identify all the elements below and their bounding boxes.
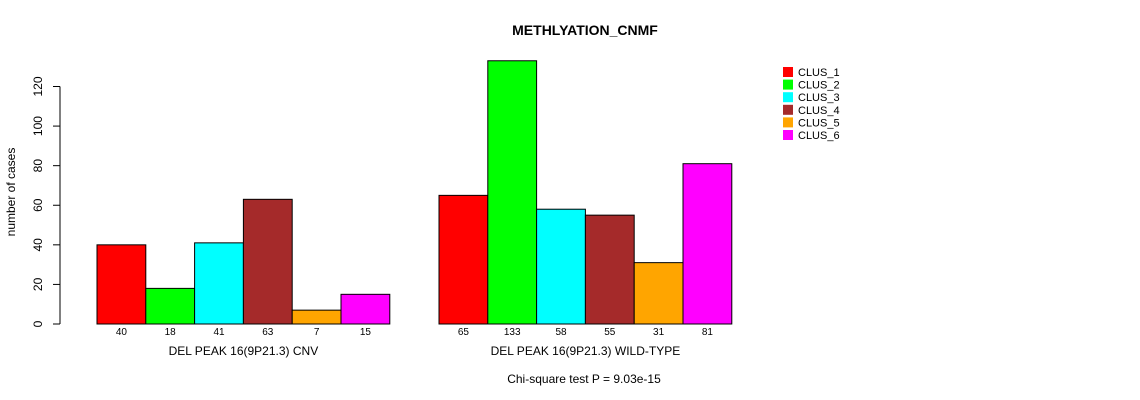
legend-label: CLUS_2: [798, 80, 840, 92]
chi-square-footnote: Chi-square test P = 9.03e-15: [507, 372, 661, 386]
legend-swatch: [783, 79, 793, 90]
group-label: DEL PEAK 16(9P21.3) WILD-TYPE: [491, 344, 681, 358]
legend-swatch: [783, 92, 793, 103]
legend-swatch: [783, 104, 793, 115]
legend-swatch: [783, 130, 793, 140]
y-tick-label: 60: [31, 198, 45, 212]
chart-title: METHLYATION_CNMF: [512, 22, 658, 38]
bar-count-label: 7: [314, 327, 320, 338]
bar-clus-3: [194, 242, 244, 325]
legend-swatch: [783, 117, 793, 128]
y-tick-label: 80: [31, 159, 45, 173]
bar-count-label: 55: [604, 327, 616, 338]
bar-clus-6: [682, 163, 733, 325]
bar-count-label: 41: [213, 327, 225, 338]
count-labels: 40 18 41 63 7 15 65 133 58 55 31 81: [116, 327, 714, 338]
y-tick-label: 0: [31, 320, 45, 327]
bar-clus-6: [340, 293, 391, 325]
bar-count-label: 81: [702, 327, 714, 338]
bar-clus-3: [536, 208, 586, 325]
bar-clus-4: [584, 214, 635, 325]
legend-label: CLUS_5: [798, 117, 840, 129]
bar-clus-2: [145, 287, 196, 325]
y-axis-label: number of cases: [4, 148, 18, 237]
bar-count-label: 58: [555, 327, 567, 338]
legend-label: CLUS_3: [798, 92, 840, 104]
bar-clus-2: [487, 60, 538, 325]
bar-clus-5: [633, 262, 684, 325]
bar-count-label: 40: [116, 327, 128, 338]
y-tick-label: 40: [31, 238, 45, 252]
bar-count-label: 15: [360, 327, 372, 338]
y-axis: 0 20 40 60 80 100 120: [31, 76, 61, 327]
group-labels: DEL PEAK 16(9P21.3) CNV DEL PEAK 16(9P21.…: [169, 344, 681, 358]
bar-count-label: 65: [458, 327, 470, 338]
bar-count-label: 18: [165, 327, 177, 338]
legend-label: CLUS_6: [798, 130, 840, 142]
bar-clus-5: [291, 309, 342, 325]
bar-count-label: 31: [653, 327, 665, 338]
y-tick-label: 100: [31, 116, 45, 136]
bar-clus-1: [438, 194, 489, 325]
bar-clus-1: [96, 244, 147, 325]
bar-clus-4: [242, 198, 293, 325]
y-tick-label: 120: [31, 76, 45, 96]
bar-count-label: 63: [262, 327, 274, 338]
y-tick-label: 20: [31, 277, 45, 291]
legend-label: CLUS_1: [798, 67, 840, 79]
legend-label: CLUS_4: [798, 105, 840, 117]
bars: [96, 60, 733, 325]
group-label: DEL PEAK 16(9P21.3) CNV: [169, 344, 319, 358]
bar-count-label: 133: [504, 327, 521, 338]
legend-swatch: [783, 67, 793, 77]
